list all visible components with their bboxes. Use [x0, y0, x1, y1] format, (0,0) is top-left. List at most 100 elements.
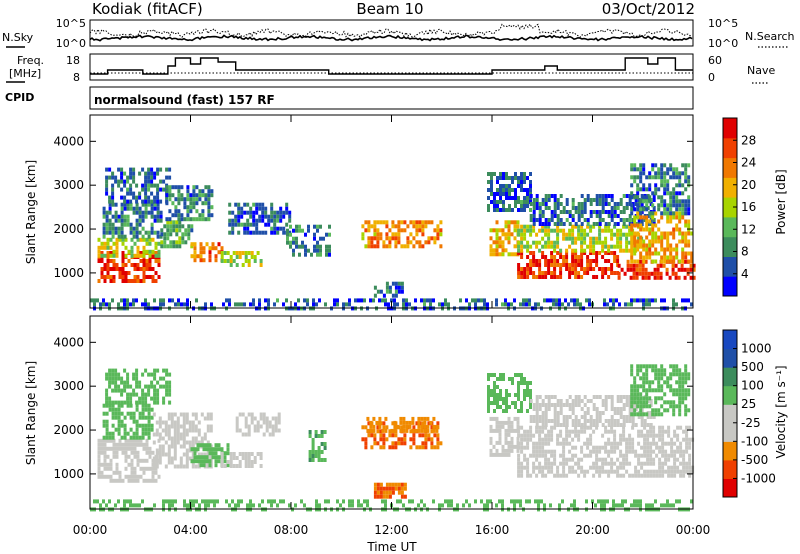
range-cell — [526, 469, 530, 474]
range-cell — [114, 175, 118, 180]
range-cell — [186, 197, 190, 202]
range-cell — [559, 441, 563, 446]
range-cell — [195, 217, 199, 222]
range-cell — [124, 279, 128, 283]
range-cell — [577, 263, 581, 267]
range-cell — [516, 224, 520, 229]
range-cell — [565, 403, 569, 407]
range-cell — [123, 302, 126, 307]
range-cell — [177, 201, 181, 206]
range-cell — [114, 372, 118, 377]
range-cell — [394, 441, 398, 446]
range-cell — [273, 218, 277, 223]
range-cell — [150, 214, 154, 219]
range-cell — [637, 457, 641, 462]
range-cell — [616, 228, 620, 233]
range-cell — [109, 446, 113, 451]
range-cell — [636, 207, 640, 212]
range-cell — [252, 202, 256, 207]
range-cell — [507, 428, 511, 433]
range-cell — [658, 449, 662, 454]
range-cell — [148, 267, 152, 271]
range-cell — [430, 429, 434, 434]
range-cell — [164, 440, 168, 445]
range-cell — [660, 372, 664, 377]
range-cell — [642, 187, 646, 192]
range-cell — [684, 388, 688, 393]
range-cell — [261, 206, 265, 211]
range-cell — [534, 499, 537, 504]
range-cell — [666, 179, 670, 184]
range-cell — [538, 419, 542, 423]
range-cell — [180, 213, 184, 218]
range-cell — [109, 253, 113, 258]
range-cell — [532, 271, 536, 275]
range-cell — [654, 499, 657, 504]
range-cell — [663, 259, 667, 264]
range-cell — [672, 372, 676, 377]
range-cell — [114, 210, 118, 215]
range-cell — [274, 416, 278, 421]
range-cell — [645, 396, 649, 401]
range-cell — [585, 499, 588, 504]
range-cell — [255, 222, 259, 227]
range-cell — [200, 436, 204, 441]
range-cell — [682, 453, 686, 458]
range-cell — [639, 364, 643, 369]
range-cell — [648, 302, 651, 307]
range-cell — [577, 202, 581, 206]
range-cell — [147, 388, 151, 393]
range-cell — [541, 251, 545, 255]
power-colorbar-label: Power [dB] — [774, 169, 788, 234]
range-cell — [132, 171, 136, 176]
range-cell — [664, 453, 668, 458]
range-cell — [637, 453, 641, 458]
range-cell — [604, 251, 608, 255]
range-cell — [117, 419, 121, 424]
range-cell — [198, 503, 201, 508]
range-cell — [628, 433, 632, 438]
range-cell — [385, 224, 389, 229]
range-cell — [132, 376, 136, 381]
range-cell — [529, 194, 533, 198]
range-cell — [529, 267, 533, 271]
range-cell — [669, 215, 673, 220]
range-cell — [142, 478, 146, 483]
range-cell — [154, 241, 158, 246]
range-cell — [394, 293, 398, 298]
range-cell — [420, 424, 424, 429]
range-cell — [126, 499, 129, 504]
range-cell — [100, 251, 104, 255]
range-cell — [601, 403, 605, 407]
range-cell — [517, 244, 521, 249]
range-cell — [558, 503, 561, 508]
range-cell — [303, 298, 306, 303]
range-cell — [121, 271, 125, 275]
colorbar-segment — [723, 404, 737, 424]
range-cell — [645, 380, 649, 385]
range-cell — [556, 469, 560, 474]
range-cell — [610, 429, 614, 434]
range-cell — [120, 222, 124, 227]
range-cell — [626, 263, 630, 268]
range-cell — [526, 437, 530, 442]
range-cell — [687, 199, 691, 204]
range-cell — [217, 443, 221, 448]
range-cell — [583, 423, 587, 427]
range-cell — [645, 195, 649, 200]
range-cell — [636, 243, 640, 248]
range-cell — [616, 457, 620, 462]
range-cell — [565, 255, 569, 259]
range-cell — [586, 218, 590, 222]
range-cell — [277, 428, 281, 433]
range-cell — [258, 298, 261, 303]
range-cell — [610, 423, 614, 427]
range-cell — [117, 427, 121, 432]
range-cell — [376, 244, 380, 249]
range-cell — [114, 384, 118, 389]
range-cell — [176, 436, 180, 441]
range-cell — [632, 275, 636, 280]
range-cell — [160, 244, 164, 249]
range-cell — [633, 503, 636, 508]
colorbar-frame — [722, 329, 738, 498]
